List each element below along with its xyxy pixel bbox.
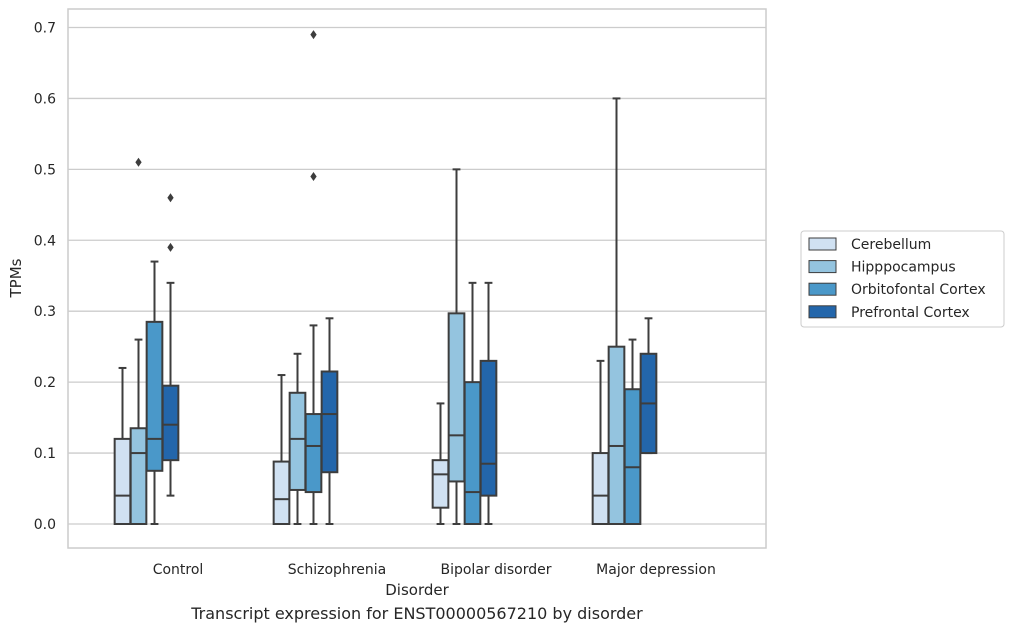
box-iqr xyxy=(479,359,498,497)
box-1-3 xyxy=(320,317,339,525)
outlier-point xyxy=(167,193,174,203)
legend-frame xyxy=(800,230,1005,328)
box-iqr xyxy=(272,460,291,526)
box-3-3 xyxy=(639,317,658,455)
y-axis-title: TPMs xyxy=(7,258,25,298)
box-iqr xyxy=(113,437,132,525)
box-iqr xyxy=(304,413,323,494)
box-iqr xyxy=(591,452,610,526)
box-iqr xyxy=(431,459,450,509)
gridlines xyxy=(68,26,766,525)
y-tick-label: 0.5 xyxy=(34,162,56,178)
box-1-2 xyxy=(304,30,323,525)
box-iqr xyxy=(288,391,307,491)
box-iqr xyxy=(129,427,148,526)
x-axis-ticks: Control Schizophrenia Bipolar disorder Majo… xyxy=(153,562,716,578)
y-tick-label: 0.7 xyxy=(34,20,56,36)
outlier-point xyxy=(135,157,142,167)
y-tick-label: 0.6 xyxy=(34,91,56,107)
legend-swatch xyxy=(808,305,837,319)
box-iqr xyxy=(447,312,466,483)
x-tick-label: Control xyxy=(153,562,204,578)
x-axis-title: Disorder xyxy=(385,581,449,599)
x-tick-label: Bipolar disorder xyxy=(440,562,551,578)
box-1-0 xyxy=(272,374,291,526)
legend-swatch xyxy=(808,260,837,274)
box-3-2 xyxy=(623,338,642,525)
plot-area xyxy=(68,9,766,548)
box-iqr xyxy=(145,320,164,472)
legend: Cerebellum Hipppocampus Orbitofontal Corte… xyxy=(800,230,1005,328)
y-tick-label: 0.1 xyxy=(34,446,56,462)
box-iqr xyxy=(320,370,339,474)
box-iqr xyxy=(623,388,642,525)
outlier-point xyxy=(310,30,317,40)
legend-label: Cerebellum xyxy=(851,237,931,253)
y-tick-label: 0.4 xyxy=(34,233,56,249)
box-2-0 xyxy=(431,402,450,525)
y-axis-ticks: 0.0 0.1 0.2 0.3 0.4 0.5 0.6 0.7 xyxy=(34,20,56,533)
box-iqr xyxy=(463,381,482,526)
y-tick-label: 0.2 xyxy=(34,375,56,391)
y-tick-label: 0.3 xyxy=(34,304,56,320)
box-iqr xyxy=(161,384,180,462)
box-2-3 xyxy=(479,281,498,525)
box-0-1 xyxy=(129,157,148,526)
box-plots xyxy=(113,30,658,526)
legend-label: Hipppocampus xyxy=(851,260,956,276)
chart-caption: Transcript expression for ENST0000056721… xyxy=(191,604,643,623)
plot-frame xyxy=(67,8,767,549)
legend-label: Orbitofontal Cortex xyxy=(851,282,986,298)
legend-label: Prefrontal Cortex xyxy=(851,305,970,321)
legend-swatch xyxy=(808,282,837,296)
legend-swatch xyxy=(808,237,837,251)
box-1-1 xyxy=(288,352,307,525)
outlier-point xyxy=(167,242,174,252)
box-iqr xyxy=(607,345,626,525)
x-tick-label: Schizophrenia xyxy=(288,562,386,578)
y-tick-label: 0.0 xyxy=(34,517,56,533)
box-3-0 xyxy=(591,359,610,526)
outlier-point xyxy=(310,171,317,181)
x-tick-label: Major depression xyxy=(596,562,716,578)
box-0-3 xyxy=(161,193,180,497)
